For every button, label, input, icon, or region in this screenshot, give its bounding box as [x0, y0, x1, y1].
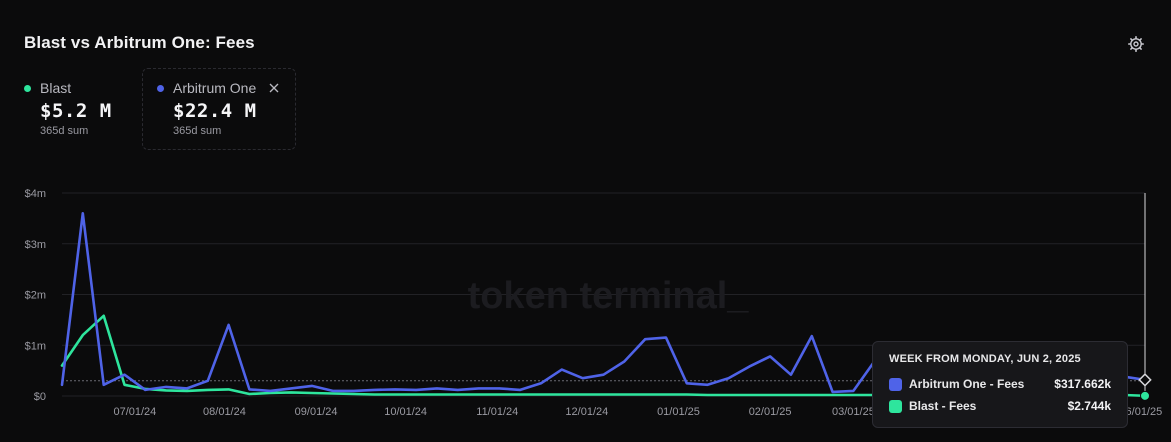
- legend-name-arbitrum: Arbitrum One: [173, 80, 257, 96]
- legend-value-blast: $5.2 M: [40, 100, 112, 122]
- tooltip-value-blast: $2.744k: [1067, 399, 1111, 413]
- x-tick-label: 03/01/25: [832, 406, 875, 418]
- chart-title: Blast vs Arbitrum One: Fees: [24, 33, 255, 52]
- legend-sub-blast: 365d sum: [40, 125, 89, 137]
- y-tick-label: $0: [34, 391, 46, 403]
- hover-marker-arbitrum: [1138, 373, 1152, 387]
- x-tick-label: 06/01/25: [1119, 406, 1162, 418]
- tooltip-label-blast: Blast - Fees: [909, 399, 977, 413]
- x-tick-label: 01/01/25: [657, 406, 700, 418]
- y-tick-label: $3m: [25, 239, 46, 251]
- tooltip-row-arbitrum: Arbitrum One - Fees $317.662k: [889, 377, 1111, 391]
- hover-marker-blast: [1140, 390, 1150, 401]
- legend-name-blast: Blast: [40, 80, 72, 96]
- legend-sub-arbitrum: 365d sum: [173, 125, 222, 137]
- legend-value-arbitrum: $22.4 M: [173, 100, 257, 122]
- y-tick-label: $1m: [25, 340, 46, 352]
- watermark: token terminal_: [468, 275, 750, 317]
- legend-dot-blast: [24, 84, 31, 92]
- x-tick-label: 02/01/25: [749, 406, 792, 418]
- close-icon[interactable]: [269, 83, 279, 93]
- legend-arbitrum-one[interactable]: Arbitrum One $22.4 M 365d sum: [142, 68, 296, 150]
- x-tick-label: 07/01/24: [113, 406, 156, 418]
- gear-icon[interactable]: [1127, 35, 1145, 53]
- y-tick-label: $2m: [25, 290, 46, 302]
- legend-dot-arbitrum: [157, 84, 164, 92]
- tooltip-title: WEEK FROM MONDAY, JUN 2, 2025: [889, 353, 1081, 365]
- x-tick-label: 10/01/24: [384, 406, 427, 418]
- tooltip-label-arbitrum: Arbitrum One - Fees: [909, 377, 1025, 391]
- tooltip-value-arbitrum: $317.662k: [1054, 377, 1111, 391]
- tooltip-swatch-arbitrum: [889, 377, 902, 391]
- x-tick-label: 08/01/24: [203, 406, 246, 418]
- tooltip-swatch-blast: [889, 399, 902, 413]
- x-tick-label: 11/01/24: [476, 406, 518, 418]
- hover-tooltip: WEEK FROM MONDAY, JUN 2, 2025 Arbitrum O…: [872, 341, 1128, 428]
- y-tick-label: $4m: [25, 188, 46, 200]
- tooltip-row-blast: Blast - Fees $2.744k: [889, 399, 1111, 413]
- x-tick-label: 09/01/24: [295, 406, 338, 418]
- x-tick-label: 12/01/24: [565, 406, 608, 418]
- legend-blast[interactable]: Blast $5.2 M 365d sum: [24, 68, 136, 150]
